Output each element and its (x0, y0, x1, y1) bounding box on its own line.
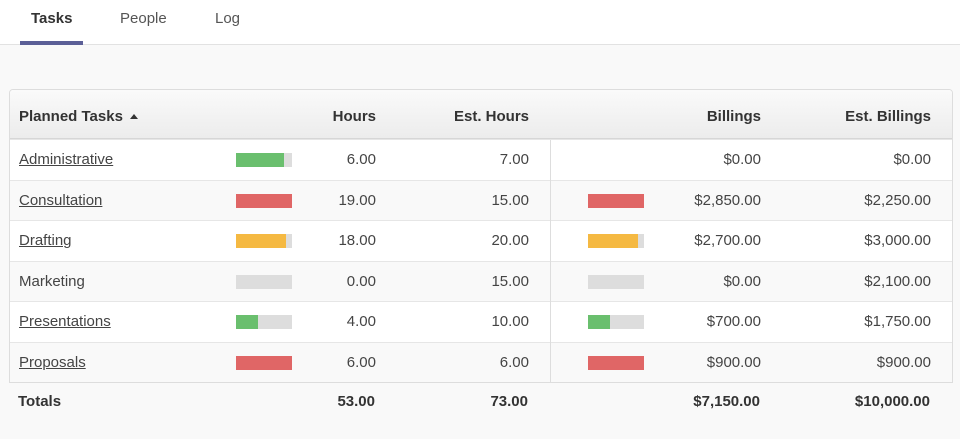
task-link[interactable]: Drafting (19, 232, 72, 250)
tab[interactable]: Tasks (31, 10, 73, 27)
est-billings: $0.00 (893, 151, 931, 168)
billings: $700.00 (706, 313, 761, 331)
header-est-hours: Est. Hours (453, 108, 529, 125)
hours: 6.00 (346, 151, 376, 168)
progress-bar (236, 234, 292, 249)
est-hours: 7.00 (499, 151, 529, 168)
progress-bar (236, 193, 292, 208)
progress-fill (588, 315, 611, 330)
progress-fill (236, 193, 292, 208)
header-hours: Hours (332, 108, 376, 125)
tab-underline (20, 41, 83, 45)
hours: 18.00 (338, 232, 376, 250)
est-hours: 15.00 (491, 272, 529, 290)
totals-label: Totals (18, 393, 62, 410)
est-billings: $900.00 (876, 354, 931, 371)
progress-bar (588, 274, 644, 289)
task-link[interactable]: Presentations (19, 313, 111, 331)
sort-icon (129, 114, 138, 119)
est-hours: 10.00 (491, 313, 529, 331)
column-divider (550, 140, 551, 382)
hours: 19.00 (338, 191, 376, 209)
table-header: Planned Tasks Hours Est. Hours Billings … (10, 90, 952, 140)
tab-bar (0, 0, 960, 45)
total-est-hours: 73.00 (490, 393, 528, 410)
sort-header[interactable]: Planned Tasks (19, 108, 138, 125)
billings: $900.00 (706, 354, 761, 371)
progress-bar (236, 274, 292, 289)
progress-fill (588, 193, 644, 208)
billings: $2,850.00 (694, 191, 761, 209)
progress-fill (588, 356, 644, 370)
task-link[interactable]: Proposals (19, 354, 86, 371)
totals-row: Totals 53.00 73.00 $7,150.00 $10,000.00 (9, 382, 951, 422)
header-task: Planned Tasks (19, 108, 123, 125)
progress-bar (588, 234, 644, 249)
total-billings: $7,150.00 (693, 393, 760, 410)
billings: $2,700.00 (694, 232, 761, 250)
header-billings: Billings (706, 108, 761, 125)
progress-fill (236, 356, 292, 370)
progress-bar (588, 356, 644, 370)
est-billings: $1,750.00 (864, 313, 931, 331)
progress-fill (588, 234, 639, 249)
task-link[interactable]: Administrative (19, 151, 114, 168)
progress-bar (588, 315, 644, 330)
billings: $0.00 (723, 151, 761, 168)
est-hours: 15.00 (491, 191, 529, 209)
est-hours: 6.00 (499, 354, 529, 371)
tab[interactable]: Log (215, 10, 241, 27)
header-est-billings: Est. Billings (845, 108, 931, 125)
progress-bar (236, 153, 292, 167)
progress-bar (588, 193, 644, 208)
task-table: Planned Tasks Hours Est. Hours Billings … (9, 89, 953, 383)
billings: $0.00 (723, 272, 761, 290)
est-hours: 20.00 (491, 232, 529, 250)
est-billings: $3,000.00 (864, 232, 931, 250)
table-row: Marketing 0.00 15.00 $0.00 $2,100.00 (10, 260, 952, 302)
table-row: Proposals 6.00 6.00 $900.00 $900.00 (10, 342, 952, 382)
table-row: Presentations 4.00 10.00 $700.00 $1,750.00 (10, 301, 952, 343)
progress-fill (236, 153, 284, 167)
progress-bar (236, 315, 292, 330)
total-hours: 53.00 (337, 393, 375, 410)
table-row: Consultation 19.00 15.00 $2,850.00 $2,250.00 (10, 179, 952, 221)
tab[interactable]: People (120, 10, 167, 27)
total-est-billings: $10,000.00 (854, 393, 930, 410)
task-name: Marketing (19, 272, 85, 290)
hours: 0.00 (346, 272, 376, 290)
hours: 4.00 (346, 313, 376, 331)
table-row: Drafting 18.00 20.00 $2,700.00 $3,000.00 (10, 220, 952, 262)
est-billings: $2,250.00 (864, 191, 931, 209)
progress-fill (236, 234, 287, 249)
est-billings: $2,100.00 (864, 272, 931, 290)
hours: 6.00 (346, 354, 376, 371)
progress-fill (236, 315, 259, 330)
progress-bar (236, 356, 292, 370)
task-link[interactable]: Consultation (19, 191, 103, 209)
table-row: Administrative 6.00 7.00 $0.00 $0.00 (10, 139, 952, 180)
